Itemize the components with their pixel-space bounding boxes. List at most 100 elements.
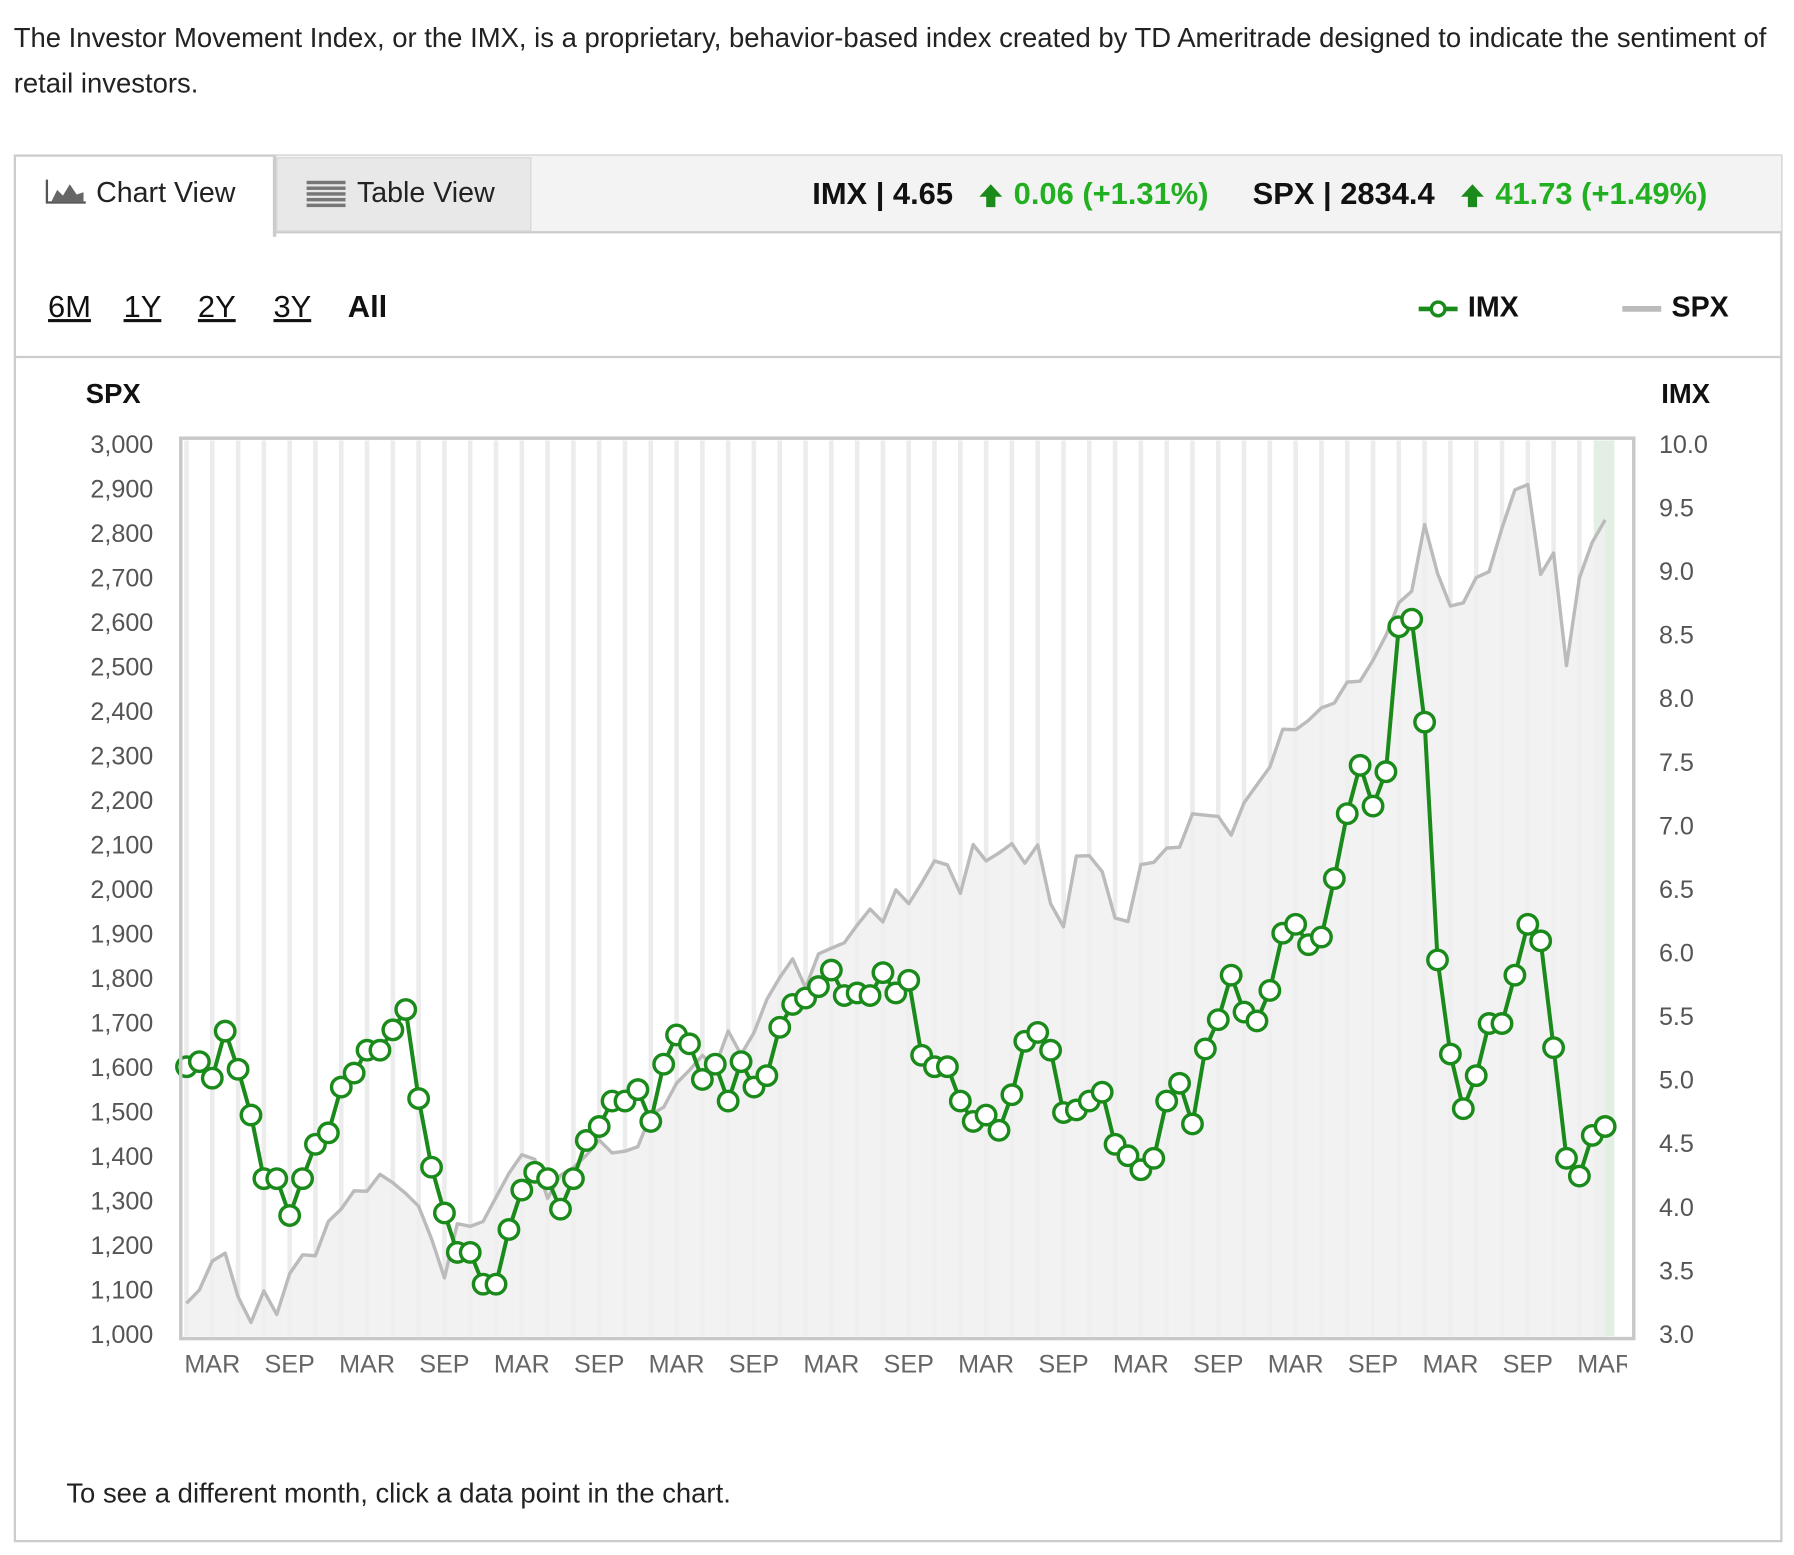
imx-point[interactable] (458, 1240, 482, 1264)
imx-point[interactable] (278, 1204, 302, 1227)
imx-point[interactable] (342, 1061, 366, 1085)
imx-point[interactable] (1335, 802, 1359, 826)
imx-point[interactable] (935, 1055, 959, 1079)
imx-point[interactable] (1426, 948, 1449, 972)
imx-point[interactable] (716, 1089, 740, 1113)
imx-point[interactable] (1309, 925, 1333, 949)
range-button[interactable]: 1Y (124, 289, 162, 324)
imx-point[interactable] (1245, 1009, 1269, 1033)
imx-point[interactable] (1555, 1146, 1578, 1170)
imx-point[interactable] (819, 958, 843, 982)
imx-point[interactable] (1464, 1064, 1488, 1088)
chart-tab[interactable]: Chart View (96, 177, 236, 209)
range-button[interactable]: 6M (48, 289, 91, 324)
imx-point[interactable] (974, 1103, 998, 1127)
imx-point[interactable] (1413, 710, 1437, 734)
imx-point[interactable] (213, 1019, 237, 1043)
imx-point[interactable] (1529, 929, 1553, 953)
imx-point[interactable] (1168, 1071, 1192, 1095)
y-tick-label: 2,800 (90, 520, 153, 548)
imx-point[interactable] (329, 1075, 353, 1099)
imx-point[interactable] (407, 1087, 431, 1110)
imx-point[interactable] (291, 1167, 315, 1191)
y2-tick-label: 5.0 (1659, 1067, 1694, 1095)
imx-point[interactable] (1116, 1144, 1140, 1168)
imx-point[interactable] (420, 1155, 443, 1179)
y-tick-label: 1,900 (90, 920, 153, 948)
imx-point[interactable] (574, 1129, 598, 1152)
imx-point[interactable] (1490, 1012, 1514, 1035)
imx-point[interactable] (1090, 1080, 1114, 1104)
imx-point[interactable] (1593, 1115, 1617, 1138)
imx-point[interactable] (948, 1089, 972, 1113)
imx-point[interactable] (316, 1121, 340, 1145)
range-button[interactable]: 2Y (198, 289, 236, 324)
imx-point[interactable] (652, 1052, 676, 1076)
imx-point[interactable] (678, 1032, 701, 1056)
imx-point[interactable] (626, 1078, 650, 1102)
imx-point[interactable] (768, 1015, 792, 1039)
imx-point[interactable] (484, 1272, 508, 1296)
imx-point[interactable] (1451, 1097, 1475, 1121)
imx-point[interactable] (1503, 963, 1527, 987)
imx-point[interactable] (858, 984, 882, 1007)
imx-point[interactable] (200, 1066, 224, 1090)
imx-point[interactable] (549, 1197, 572, 1221)
x-tick-label: MAR (494, 1351, 550, 1379)
imx-point[interactable] (871, 961, 895, 985)
imx-point[interactable] (1142, 1146, 1166, 1170)
imx-point[interactable] (226, 1057, 250, 1081)
imx-point[interactable] (187, 1050, 211, 1074)
y-tick-label: 1,500 (90, 1098, 153, 1126)
imx-point[interactable] (1361, 794, 1385, 818)
column-stripe (596, 440, 602, 1337)
y-tick-label: 2,500 (90, 653, 153, 681)
imx-point[interactable] (987, 1118, 1011, 1142)
imx-point[interactable] (265, 1167, 289, 1191)
imx-point[interactable] (561, 1167, 585, 1191)
imx-point[interactable] (381, 1018, 405, 1042)
imx-point[interactable] (1181, 1112, 1204, 1136)
imx-point[interactable] (510, 1178, 534, 1202)
imx-point[interactable] (639, 1109, 663, 1133)
imx-point[interactable] (368, 1038, 392, 1062)
imx-point[interactable] (536, 1167, 560, 1191)
column-stripe (184, 440, 189, 1337)
imx-point[interactable] (432, 1201, 456, 1225)
range-button[interactable]: 3Y (273, 289, 311, 324)
imx-point[interactable] (1400, 607, 1424, 631)
imx-point[interactable] (1567, 1164, 1591, 1188)
imx-point[interactable] (1039, 1038, 1063, 1062)
imx-point[interactable] (1438, 1042, 1462, 1066)
imx-point[interactable] (1219, 963, 1243, 987)
imx-point[interactable] (497, 1218, 521, 1241)
imx-point[interactable] (587, 1115, 611, 1138)
imx-point[interactable] (394, 998, 418, 1021)
x-tick-label: SEP (1038, 1351, 1088, 1379)
footer-note: To see a different month, click a data p… (66, 1478, 730, 1509)
imx-point[interactable] (1026, 1020, 1050, 1044)
imx-point[interactable] (703, 1052, 727, 1076)
imx-point[interactable] (1284, 912, 1308, 936)
imx-point[interactable] (1000, 1083, 1024, 1107)
imx-point[interactable] (1258, 978, 1282, 1002)
x-tick-label: SEP (884, 1351, 934, 1379)
imx-point[interactable] (1542, 1036, 1566, 1060)
imx-point[interactable] (1374, 760, 1398, 784)
imx-point[interactable] (1206, 1008, 1230, 1032)
imx-point[interactable] (729, 1050, 753, 1074)
range-button-active[interactable]: All (348, 289, 387, 324)
x-tick-label: SEP (574, 1351, 624, 1379)
imx-point[interactable] (239, 1103, 263, 1127)
imx-point[interactable] (1516, 912, 1540, 936)
imx-point[interactable] (1348, 753, 1372, 777)
imx-point[interactable] (1322, 867, 1346, 890)
table-tab-label[interactable]: Table View (357, 177, 495, 209)
imx-point[interactable] (807, 975, 830, 999)
imx-point[interactable] (755, 1064, 779, 1088)
imx-point[interactable] (1155, 1089, 1179, 1113)
imx-point[interactable] (690, 1068, 714, 1091)
imx-point[interactable] (897, 968, 921, 992)
imx-point[interactable] (1193, 1037, 1217, 1061)
